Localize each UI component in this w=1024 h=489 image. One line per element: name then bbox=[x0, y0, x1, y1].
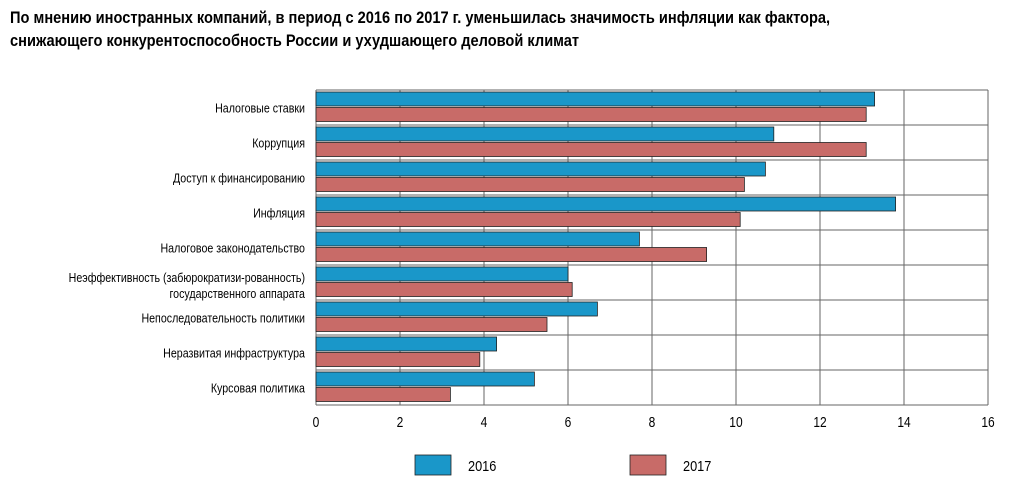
legend-swatch-2016 bbox=[414, 454, 452, 476]
category-label: государственного аппарата bbox=[170, 286, 306, 301]
bar-2016 bbox=[315, 161, 766, 177]
category-label: Курсовая политика bbox=[211, 380, 305, 395]
bar-2016 bbox=[315, 231, 640, 247]
category-label: Непоследовательность политики bbox=[141, 310, 305, 325]
category-label: Неразвитая инфраструктура bbox=[163, 345, 305, 360]
bar-2017 bbox=[315, 317, 548, 332]
category-label: Налоговое законодательство bbox=[160, 240, 305, 255]
bar-2017 bbox=[315, 212, 741, 227]
bar-2017 bbox=[315, 282, 573, 297]
chart-title-line: По мнению иностранных компаний, в период… bbox=[10, 8, 831, 27]
bar-2017 bbox=[315, 107, 867, 122]
bar-2016 bbox=[315, 336, 498, 352]
legend-label: 2017 bbox=[683, 457, 712, 474]
category-label: Доступ к финансированию bbox=[173, 170, 305, 185]
chart-title: По мнению иностранных компаний, в период… bbox=[10, 6, 830, 52]
chart-title-line: снижающего конкурентоспособность России … bbox=[10, 31, 580, 50]
category-label: Инфляция bbox=[253, 205, 305, 220]
bar-2017 bbox=[315, 247, 708, 262]
bar-2016 bbox=[315, 91, 875, 107]
x-tick-label: 2 bbox=[397, 414, 404, 431]
x-tick-label: 0 bbox=[313, 414, 320, 431]
bar-2017 bbox=[315, 142, 867, 157]
category-label: Коррупция bbox=[252, 135, 305, 150]
x-tick-label: 6 bbox=[565, 414, 572, 431]
bar-2016 bbox=[315, 266, 569, 282]
legend-label: 2016 bbox=[468, 457, 497, 474]
category-label: Неэффективность (забюрократизи-рованност… bbox=[69, 270, 305, 285]
x-tick-label: 10 bbox=[729, 414, 743, 431]
x-tick-label: 16 bbox=[981, 414, 994, 431]
bar-2017 bbox=[315, 177, 745, 192]
x-tick-label: 8 bbox=[649, 414, 656, 431]
bar-2016 bbox=[315, 196, 896, 212]
bar-2016 bbox=[315, 301, 598, 317]
x-tick-label: 14 bbox=[897, 414, 911, 431]
bar-2016 bbox=[315, 126, 775, 142]
category-label: Налоговые ставки bbox=[215, 100, 305, 115]
bar-2017 bbox=[315, 387, 451, 402]
x-tick-label: 12 bbox=[813, 414, 826, 431]
x-tick-label: 4 bbox=[481, 414, 488, 431]
bar-2016 bbox=[315, 371, 535, 387]
legend-swatch-2017 bbox=[629, 454, 667, 476]
bar-2017 bbox=[315, 352, 481, 367]
